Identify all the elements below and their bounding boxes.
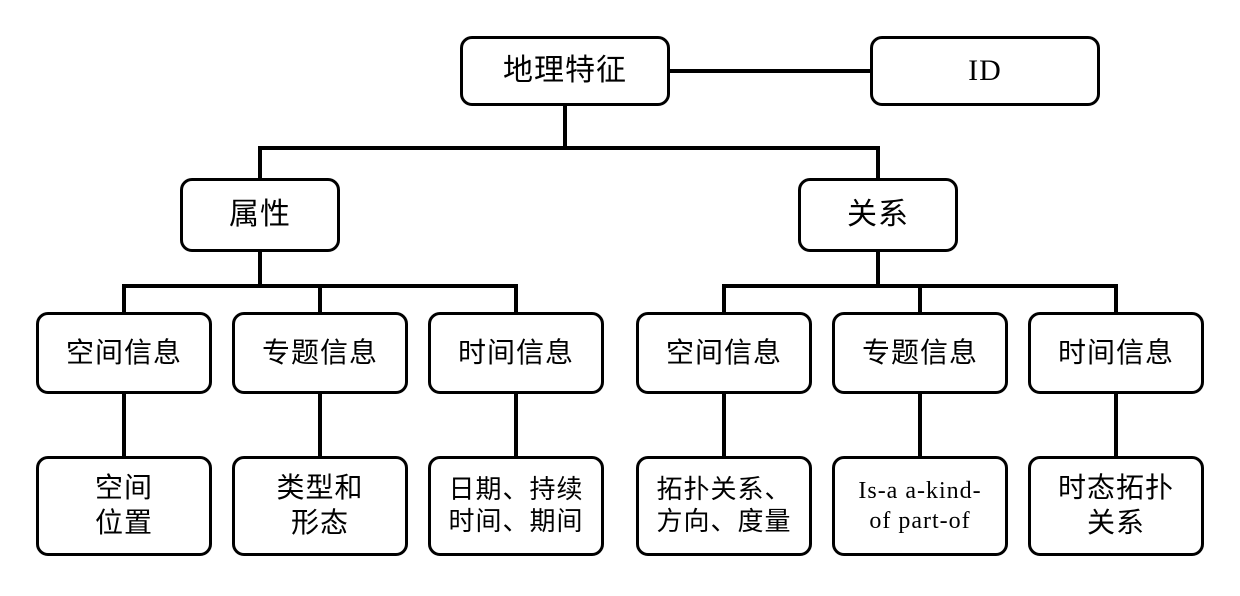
node-label: 空间信息 [66,336,182,371]
node-r_sp_l: 拓扑关系、方向、度量 [636,456,812,556]
node-a_th: 专题信息 [232,312,408,394]
node-a_th_l: 类型和形态 [232,456,408,556]
node-label: 拓扑关系、方向、度量 [656,474,791,539]
node-label: 时间信息 [1058,336,1174,371]
node-label: 专题信息 [262,336,378,371]
node-id: ID [870,36,1100,106]
node-r_tm: 时间信息 [1028,312,1204,394]
node-label: 关系 [847,196,909,234]
node-label: 地理特征 [503,52,627,90]
node-r_tm_l: 时态拓扑关系 [1028,456,1204,556]
node-label: ID [968,52,1002,90]
node-label: Is-a a-kind-of part-of [858,476,981,536]
node-label: 属性 [229,196,291,234]
node-label: 时间信息 [458,336,574,371]
node-r_th_l: Is-a a-kind-of part-of [832,456,1008,556]
node-attr: 属性 [180,178,340,252]
node-a_sp_l: 空间位置 [36,456,212,556]
node-label: 空间位置 [95,471,153,541]
node-r_sp: 空间信息 [636,312,812,394]
node-rel: 关系 [798,178,958,252]
node-root: 地理特征 [460,36,670,106]
node-label: 时态拓扑关系 [1058,471,1174,541]
node-r_th: 专题信息 [832,312,1008,394]
diagram-stage: 地理特征 ID 属性 关系空间信息 专题信息 时间信息 空间信息 专题信息 时间信息空间位置 类型… [0,0,1240,596]
node-a_tm: 时间信息 [428,312,604,394]
node-label: 专题信息 [862,336,978,371]
node-a_sp: 空间信息 [36,312,212,394]
node-label: 日期、持续时间、期间 [448,474,583,539]
node-label: 类型和形态 [276,471,363,541]
node-label: 空间信息 [666,336,782,371]
node-a_tm_l: 日期、持续时间、期间 [428,456,604,556]
